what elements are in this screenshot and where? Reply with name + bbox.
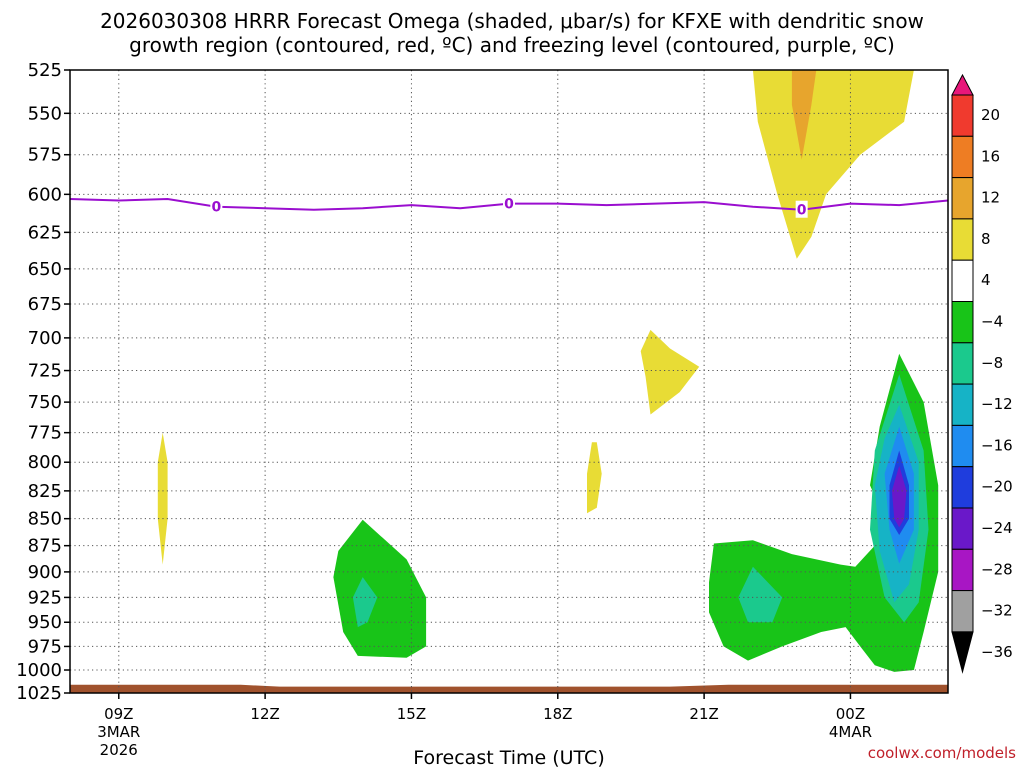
omega-region-4 — [587, 442, 602, 514]
colorbar-label: −20 — [981, 478, 1013, 496]
freezing-level-label: 0 — [211, 200, 221, 216]
colorbar-label: 4 — [981, 271, 991, 289]
omega-region-3 — [157, 432, 168, 565]
colorbar-swatch — [951, 507, 974, 550]
y-tick-label: 800 — [28, 452, 62, 473]
terrain-fill — [70, 684, 948, 693]
y-tick-label: 600 — [28, 184, 62, 205]
colorbar-top-arrow — [951, 73, 974, 96]
y-tick-label: 875 — [28, 536, 62, 557]
colorbar-swatch — [951, 94, 974, 137]
colorbar-label: −24 — [981, 519, 1013, 537]
colorbar-label: 8 — [981, 230, 991, 248]
colorbar-bottom-arrow — [951, 631, 974, 674]
chart-title-line-1: 2026030308 HRRR Forecast Omega (shaded, … — [100, 9, 924, 33]
y-axis: 525 550 575 600 625 650 675 700 725 750 775 800 825 8… — [16, 60, 70, 704]
y-tick-label: 850 — [28, 509, 62, 530]
y-tick-label: 725 — [28, 361, 62, 382]
freezing-level-layer: 0 0 0 — [69, 194, 949, 219]
colorbar-label: 12 — [981, 189, 1000, 207]
colorbar-label: 16 — [981, 147, 1000, 165]
y-tick-label: 1025 — [16, 683, 62, 704]
colorbar-swatch — [951, 466, 974, 509]
y-tick-label: 550 — [28, 103, 62, 124]
omega-region-13 — [891, 465, 907, 528]
colorbar-label: −8 — [981, 354, 1003, 372]
x-tick-label: 21Z — [689, 705, 718, 723]
colorbar-swatch — [951, 548, 974, 592]
colorbar-label: −16 — [981, 436, 1013, 454]
colorbar-label: −12 — [981, 395, 1013, 413]
x-axis-label: Forecast Time (UTC) — [413, 747, 604, 768]
colorbar-swatch — [951, 590, 974, 633]
colorbar-swatch — [951, 135, 974, 179]
y-tick-label: 975 — [28, 636, 62, 657]
plot-border — [69, 69, 949, 694]
y-tick-label: 575 — [28, 145, 62, 166]
terrain-layer — [70, 684, 948, 693]
y-tick-label: 775 — [28, 423, 62, 444]
omega-region-6 — [352, 577, 378, 628]
colorbar-label: −32 — [981, 602, 1013, 620]
chart-title-line-2: growth region (contoured, red, ºC) and f… — [129, 33, 895, 57]
x-tick-label: 18Z — [543, 705, 572, 723]
plot-frame — [69, 69, 949, 694]
x-tick-label: 09Z — [104, 705, 133, 723]
colorbar-swatch — [951, 424, 974, 468]
gridlines — [70, 70, 948, 693]
freezing-level-label: 0 — [504, 197, 514, 213]
freezing-label-bg — [503, 194, 515, 212]
colorbar-label: −28 — [981, 560, 1013, 578]
colorbar-swatch — [951, 259, 974, 303]
colorbar-swatch — [951, 177, 974, 220]
freezing-label-bg — [795, 200, 808, 218]
credit-link[interactable]: coolwx.com/models — [868, 744, 1016, 762]
freezing-level-label: 0 — [797, 203, 807, 219]
y-tick-label: 675 — [28, 294, 62, 315]
colorbar-label: −4 — [981, 313, 1003, 331]
x-tick-label: 15Z — [397, 705, 426, 723]
omega-region-2 — [640, 329, 700, 415]
x-tick-label: 00Z — [836, 705, 865, 723]
omega-region-8 — [738, 566, 783, 623]
colorbar-label: 20 — [981, 106, 1000, 124]
x-tick-date: 4MAR — [829, 723, 872, 741]
y-tick-label: 950 — [28, 612, 62, 633]
y-tick-label: 650 — [28, 259, 62, 280]
colorbar-swatch — [951, 342, 974, 385]
y-tick-label: 825 — [28, 481, 62, 502]
x-tick-date: 3MAR — [97, 723, 140, 741]
omega-shaded-regions — [157, 70, 939, 672]
y-tick-label: 900 — [28, 562, 62, 583]
colorbar-label: −36 — [981, 643, 1013, 661]
freezing-label-bg — [210, 197, 223, 215]
y-tick-label: 625 — [28, 222, 62, 243]
colorbar-swatch — [951, 383, 974, 426]
omega-region-0 — [752, 70, 914, 259]
y-tick-label: 700 — [28, 328, 62, 349]
y-tick-label: 1000 — [16, 660, 62, 681]
y-tick-label: 750 — [28, 392, 62, 413]
x-tick-year: 2026 — [100, 741, 138, 759]
omega-region-5 — [333, 519, 427, 658]
y-tick-label: 525 — [28, 60, 62, 81]
x-tick-label: 12Z — [250, 705, 279, 723]
colorbar-swatch — [951, 218, 974, 261]
omega-region-1 — [791, 70, 817, 160]
colorbar: 20 16 12 8 4 −4 −8 −12 −16 −20 −24 −28 −32 −36 — [951, 73, 1013, 674]
colorbar-swatch — [951, 301, 974, 344]
y-tick-label: 925 — [28, 587, 62, 608]
